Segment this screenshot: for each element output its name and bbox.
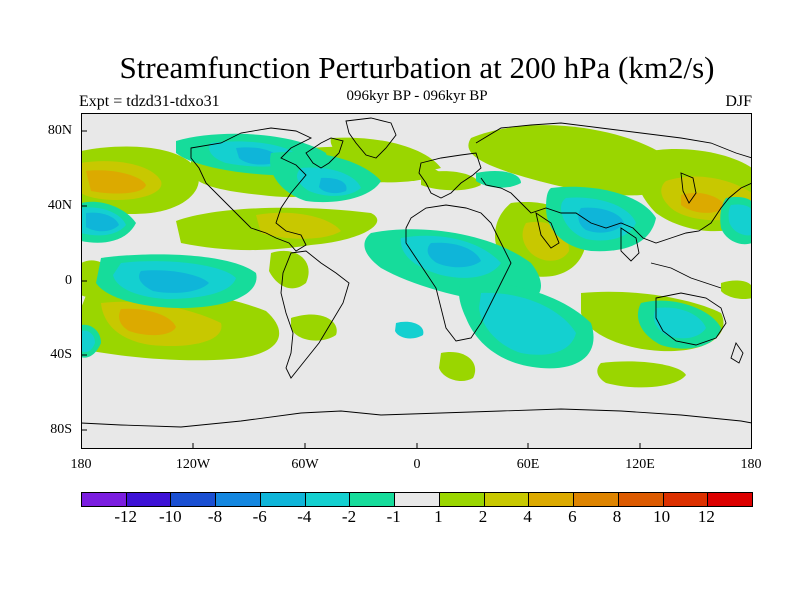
colorbar-box: [171, 493, 217, 506]
colorbar-box: [529, 493, 575, 506]
negative-anomaly-regions: [81, 133, 752, 369]
colorbar-box: [708, 493, 753, 506]
colorbar-box: [82, 493, 127, 506]
lat-label-80s: 80S: [50, 422, 72, 437]
lon-label-0: 0: [413, 457, 421, 472]
colorbar-box: [260, 493, 306, 506]
lon-label-120w: 120W: [175, 457, 211, 472]
lon-label-180e: 180: [740, 457, 762, 472]
streamfunction-map: [81, 113, 752, 449]
experiment-label: Expt = tdzd31-tdxo31: [79, 93, 220, 110]
lat-label-80n: 80N: [47, 123, 72, 138]
colorbar-label: -4: [297, 507, 312, 526]
lon-label-120e: 120E: [625, 457, 655, 472]
colorbar-label: -1: [386, 507, 401, 526]
colorbar-label: -6: [252, 507, 267, 526]
colorbar-box: [574, 493, 619, 506]
lat-label-40s: 40S: [50, 347, 72, 362]
colorbar-label: 1: [434, 507, 443, 526]
colorbar-label: 6: [568, 507, 577, 526]
colorbar-label: -10: [158, 507, 182, 526]
colorbar: [81, 492, 753, 507]
colorbar-label: -2: [341, 507, 357, 526]
colorbar-box: [484, 493, 530, 506]
colorbar-label: 12: [697, 507, 715, 526]
colorbar-box: [439, 493, 485, 506]
colorbar-label: 4: [523, 507, 532, 526]
colorbar-box: [350, 493, 396, 506]
coastlines: [81, 117, 752, 428]
colorbar-label: 10: [653, 507, 671, 526]
plot-subtitle: 096kyr BP - 096kyr BP: [346, 88, 488, 104]
colorbar-box: [395, 493, 440, 506]
colorbar-box: [216, 493, 261, 506]
colorbar-box: [305, 493, 351, 506]
colorbar-label: 8: [612, 507, 622, 526]
colorbar-label: -8: [207, 507, 223, 526]
colorbar-box: [663, 493, 709, 506]
plot-title: Streamfunction Perturbation at 200 hPa (…: [119, 50, 715, 85]
colorbar-box: [618, 493, 664, 506]
lat-label-0: 0: [65, 273, 72, 288]
colorbar-label: 2: [478, 507, 488, 526]
colorbar-label: -12: [114, 507, 137, 526]
season-label: DJF: [725, 93, 752, 110]
lat-label-40n: 40N: [47, 198, 72, 213]
lon-label-60e: 60E: [516, 457, 540, 472]
axis-ticks: [81, 130, 641, 449]
lon-label-60w: 60W: [291, 457, 319, 472]
lon-label-180w: 180: [70, 457, 92, 472]
colorbar-box: [126, 493, 172, 506]
